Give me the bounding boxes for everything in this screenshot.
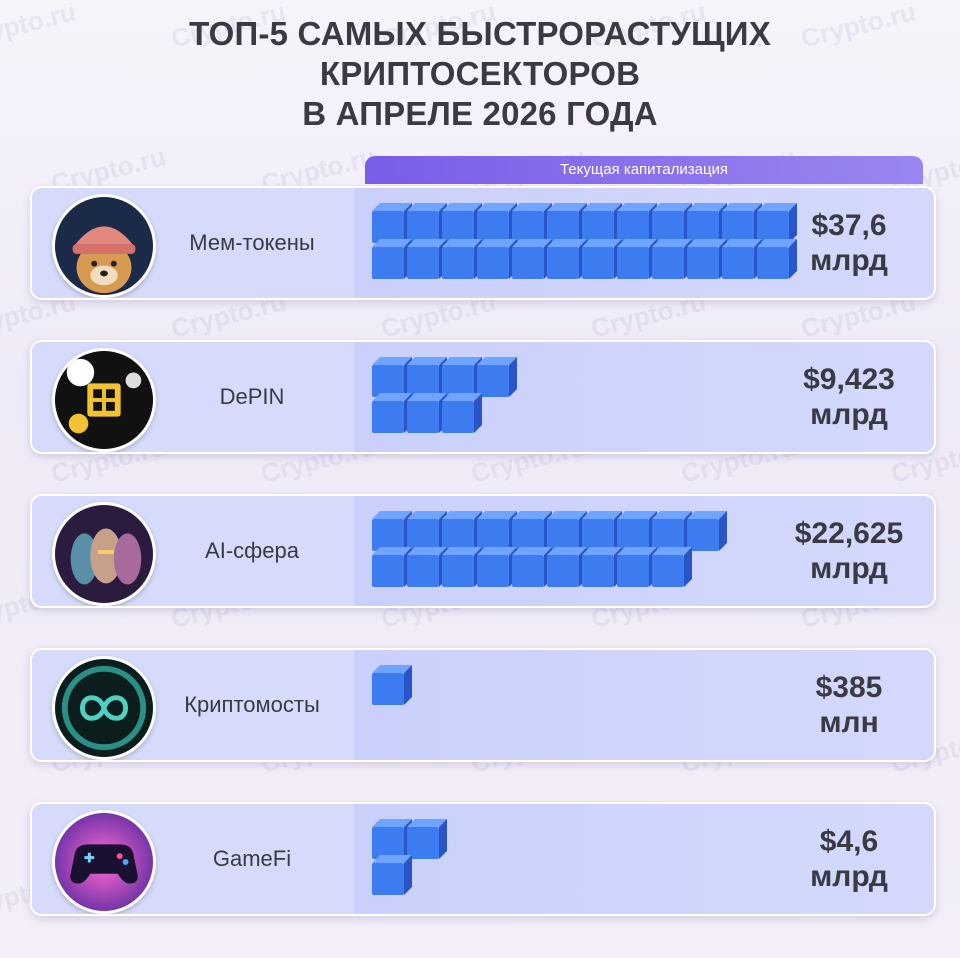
cube-mark bbox=[722, 239, 762, 279]
cube-mark bbox=[407, 357, 447, 397]
cube-mark bbox=[547, 547, 587, 587]
cube-mark bbox=[372, 855, 412, 895]
cube-bar bbox=[372, 203, 812, 283]
title-line-2: КРИПТОСЕКТОРОВ bbox=[319, 55, 641, 92]
title-line-1: ТОП-5 САМЫХ БЫСТРОРАСТУЩИХ bbox=[189, 15, 771, 52]
cube-bar bbox=[372, 819, 812, 899]
cube-mark bbox=[617, 203, 657, 243]
row-value: $9,423 млрд bbox=[774, 342, 924, 452]
value-unit: млрд bbox=[810, 552, 888, 585]
cube-mark bbox=[477, 203, 517, 243]
cube-mark bbox=[652, 511, 692, 551]
cube-mark bbox=[477, 547, 517, 587]
cube-bar bbox=[372, 665, 812, 745]
cube-mark bbox=[407, 203, 447, 243]
value-unit: млрд bbox=[810, 398, 888, 431]
sector-row: GameFi $4,6 млрд bbox=[30, 802, 936, 916]
row-label: AI-сфера bbox=[205, 538, 299, 563]
wif-dog-hat-icon bbox=[52, 194, 156, 298]
sector-row: AI-сфера $22,625 млрд bbox=[30, 494, 936, 608]
value-amount: $9,423 bbox=[803, 363, 895, 396]
cube-mark bbox=[372, 203, 412, 243]
cube-mark bbox=[442, 547, 482, 587]
cube-mark bbox=[582, 511, 622, 551]
cube-mark bbox=[547, 203, 587, 243]
cube-mark bbox=[442, 239, 482, 279]
value-unit: млн bbox=[819, 706, 879, 739]
value-amount: $22,625 bbox=[794, 517, 904, 550]
row-value: $37,6 млрд bbox=[774, 188, 924, 298]
cube-bar bbox=[372, 511, 812, 591]
cube-mark bbox=[652, 239, 692, 279]
cube-mark bbox=[512, 511, 552, 551]
row-label: GameFi bbox=[212, 846, 292, 871]
cube-mark bbox=[372, 511, 412, 551]
cube-mark bbox=[617, 239, 657, 279]
cube-mark bbox=[407, 239, 447, 279]
cube-mark bbox=[372, 239, 412, 279]
cube-mark bbox=[582, 203, 622, 243]
ai-faces-icon bbox=[52, 502, 156, 606]
depin-chip-icon bbox=[52, 348, 156, 452]
chart-area bbox=[354, 650, 934, 760]
cube-mark bbox=[687, 203, 727, 243]
cube-mark bbox=[372, 393, 412, 433]
cube-mark bbox=[757, 239, 797, 279]
cube-mark bbox=[407, 511, 447, 551]
sector-row: Мем-токены $37,6 млрд bbox=[30, 186, 936, 300]
row-label: DePIN bbox=[219, 384, 285, 409]
cube-mark bbox=[372, 819, 412, 859]
cube-mark bbox=[407, 547, 447, 587]
cube-mark bbox=[407, 819, 447, 859]
value-amount: $4,6 bbox=[819, 825, 879, 858]
cube-mark bbox=[372, 357, 412, 397]
cube-mark bbox=[617, 511, 657, 551]
row-label: Криптомосты bbox=[184, 692, 320, 717]
row-value: $4,6 млрд bbox=[774, 804, 924, 914]
row-value: $385 млн bbox=[774, 650, 924, 760]
cube-mark bbox=[687, 239, 727, 279]
row-value: $22,625 млрд bbox=[774, 496, 924, 606]
cube-mark bbox=[442, 203, 482, 243]
cube-mark bbox=[512, 547, 552, 587]
cube-bar bbox=[372, 357, 812, 437]
cube-mark bbox=[617, 547, 657, 587]
sector-row: Криптомосты $385 млн bbox=[30, 648, 936, 762]
cube-mark bbox=[547, 239, 587, 279]
sector-row: DePIN $9,423 млрд bbox=[30, 340, 936, 454]
value-unit: млрд bbox=[810, 860, 888, 893]
column-header: Текущая капитализация bbox=[365, 156, 923, 184]
cube-mark bbox=[442, 393, 482, 433]
value-amount: $385 bbox=[815, 671, 883, 704]
cube-mark bbox=[652, 203, 692, 243]
value-amount: $37,6 bbox=[811, 209, 887, 242]
page-title: ТОП-5 САМЫХ БЫСТРОРАСТУЩИХ КРИПТОСЕКТОРО… bbox=[0, 14, 960, 134]
bridge-infinity-icon bbox=[52, 656, 156, 760]
cube-mark bbox=[442, 511, 482, 551]
cube-mark bbox=[722, 203, 762, 243]
cube-mark bbox=[512, 203, 552, 243]
cube-mark bbox=[477, 357, 517, 397]
cube-mark bbox=[512, 239, 552, 279]
cube-mark bbox=[757, 203, 797, 243]
cube-mark bbox=[687, 511, 727, 551]
cube-mark bbox=[372, 665, 412, 705]
title-line-3: В АПРЕЛЕ 2026 ГОДА bbox=[302, 95, 658, 132]
cube-mark bbox=[477, 511, 517, 551]
cube-mark bbox=[477, 239, 517, 279]
cube-mark bbox=[372, 547, 412, 587]
cube-mark bbox=[407, 393, 447, 433]
gamepad-icon bbox=[52, 810, 156, 914]
cube-mark bbox=[442, 357, 482, 397]
chart-area bbox=[354, 804, 934, 914]
cube-mark bbox=[652, 547, 692, 587]
value-unit: млрд bbox=[810, 244, 888, 277]
cube-mark bbox=[582, 239, 622, 279]
row-label: Мем-токены bbox=[189, 230, 315, 255]
cube-mark bbox=[547, 511, 587, 551]
cube-mark bbox=[582, 547, 622, 587]
